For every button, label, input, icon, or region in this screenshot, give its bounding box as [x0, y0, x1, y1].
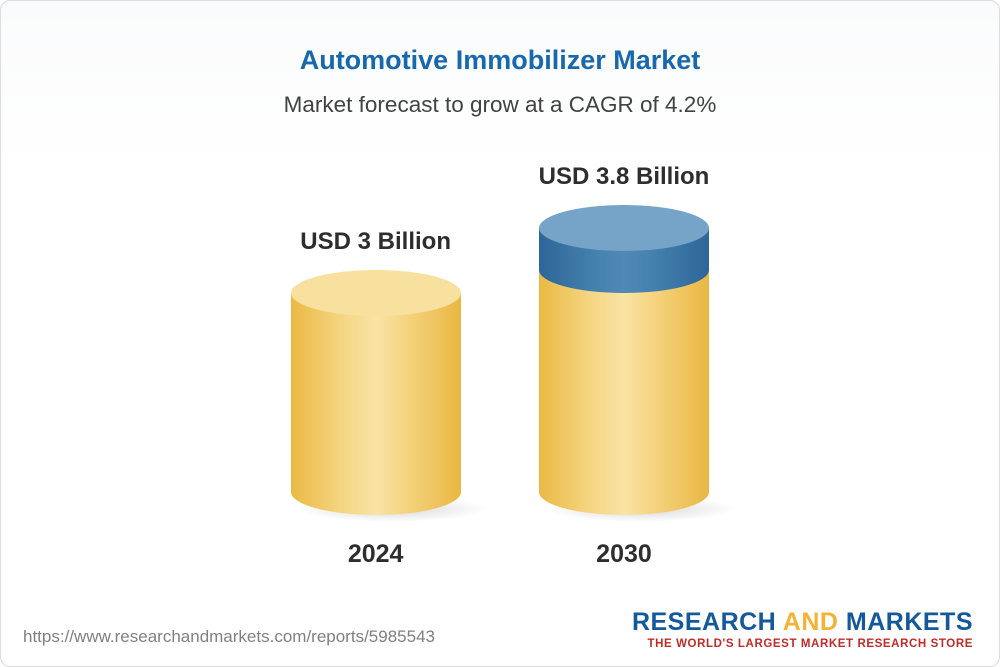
category-label-2030: 2030 [596, 540, 652, 568]
cylinder-2024-base-segment [290, 293, 461, 515]
category-label-2024: 2024 [347, 540, 404, 568]
chart-subtitle: Market forecast to grow at a CAGR of 4.2… [283, 92, 717, 117]
bar-column-2030: USD 3.8 Billion 2030 [538, 162, 737, 569]
footer: https://www.researchandmarkets.com/repor… [1, 609, 999, 666]
cylinder-2024-top-face [290, 270, 461, 316]
bar-column-2024: USD 3 Billion 2024 [290, 227, 488, 569]
logo-wordmark: RESEARCH AND MARKETS [632, 609, 973, 635]
cylinder-2030-base-segment [538, 270, 709, 515]
researchandmarkets-logo: RESEARCH AND MARKETS THE WORLD'S LARGEST… [632, 609, 973, 650]
chart-title: Automotive Immobilizer Market [299, 45, 701, 75]
logo-word-markets: MARKETS [845, 608, 973, 636]
value-label-2030: USD 3.8 Billion [538, 163, 710, 190]
cylinder-2030-top-face [538, 205, 709, 251]
cylinder-2030 [538, 205, 737, 522]
report-url[interactable]: https://www.researchandmarkets.com/repor… [23, 627, 435, 646]
logo-word-research: RESEARCH [631, 608, 777, 636]
logo-word-and: AND [782, 608, 839, 636]
value-label-2024: USD 3 Billion [300, 228, 451, 255]
chart-area: USD 3 Billion 2024 USD 3.8 Billion 2030 [1, 151, 999, 569]
logo-tagline: THE WORLD'S LARGEST MARKET RESEARCH STOR… [647, 638, 973, 650]
cylinder-2024 [290, 270, 488, 522]
